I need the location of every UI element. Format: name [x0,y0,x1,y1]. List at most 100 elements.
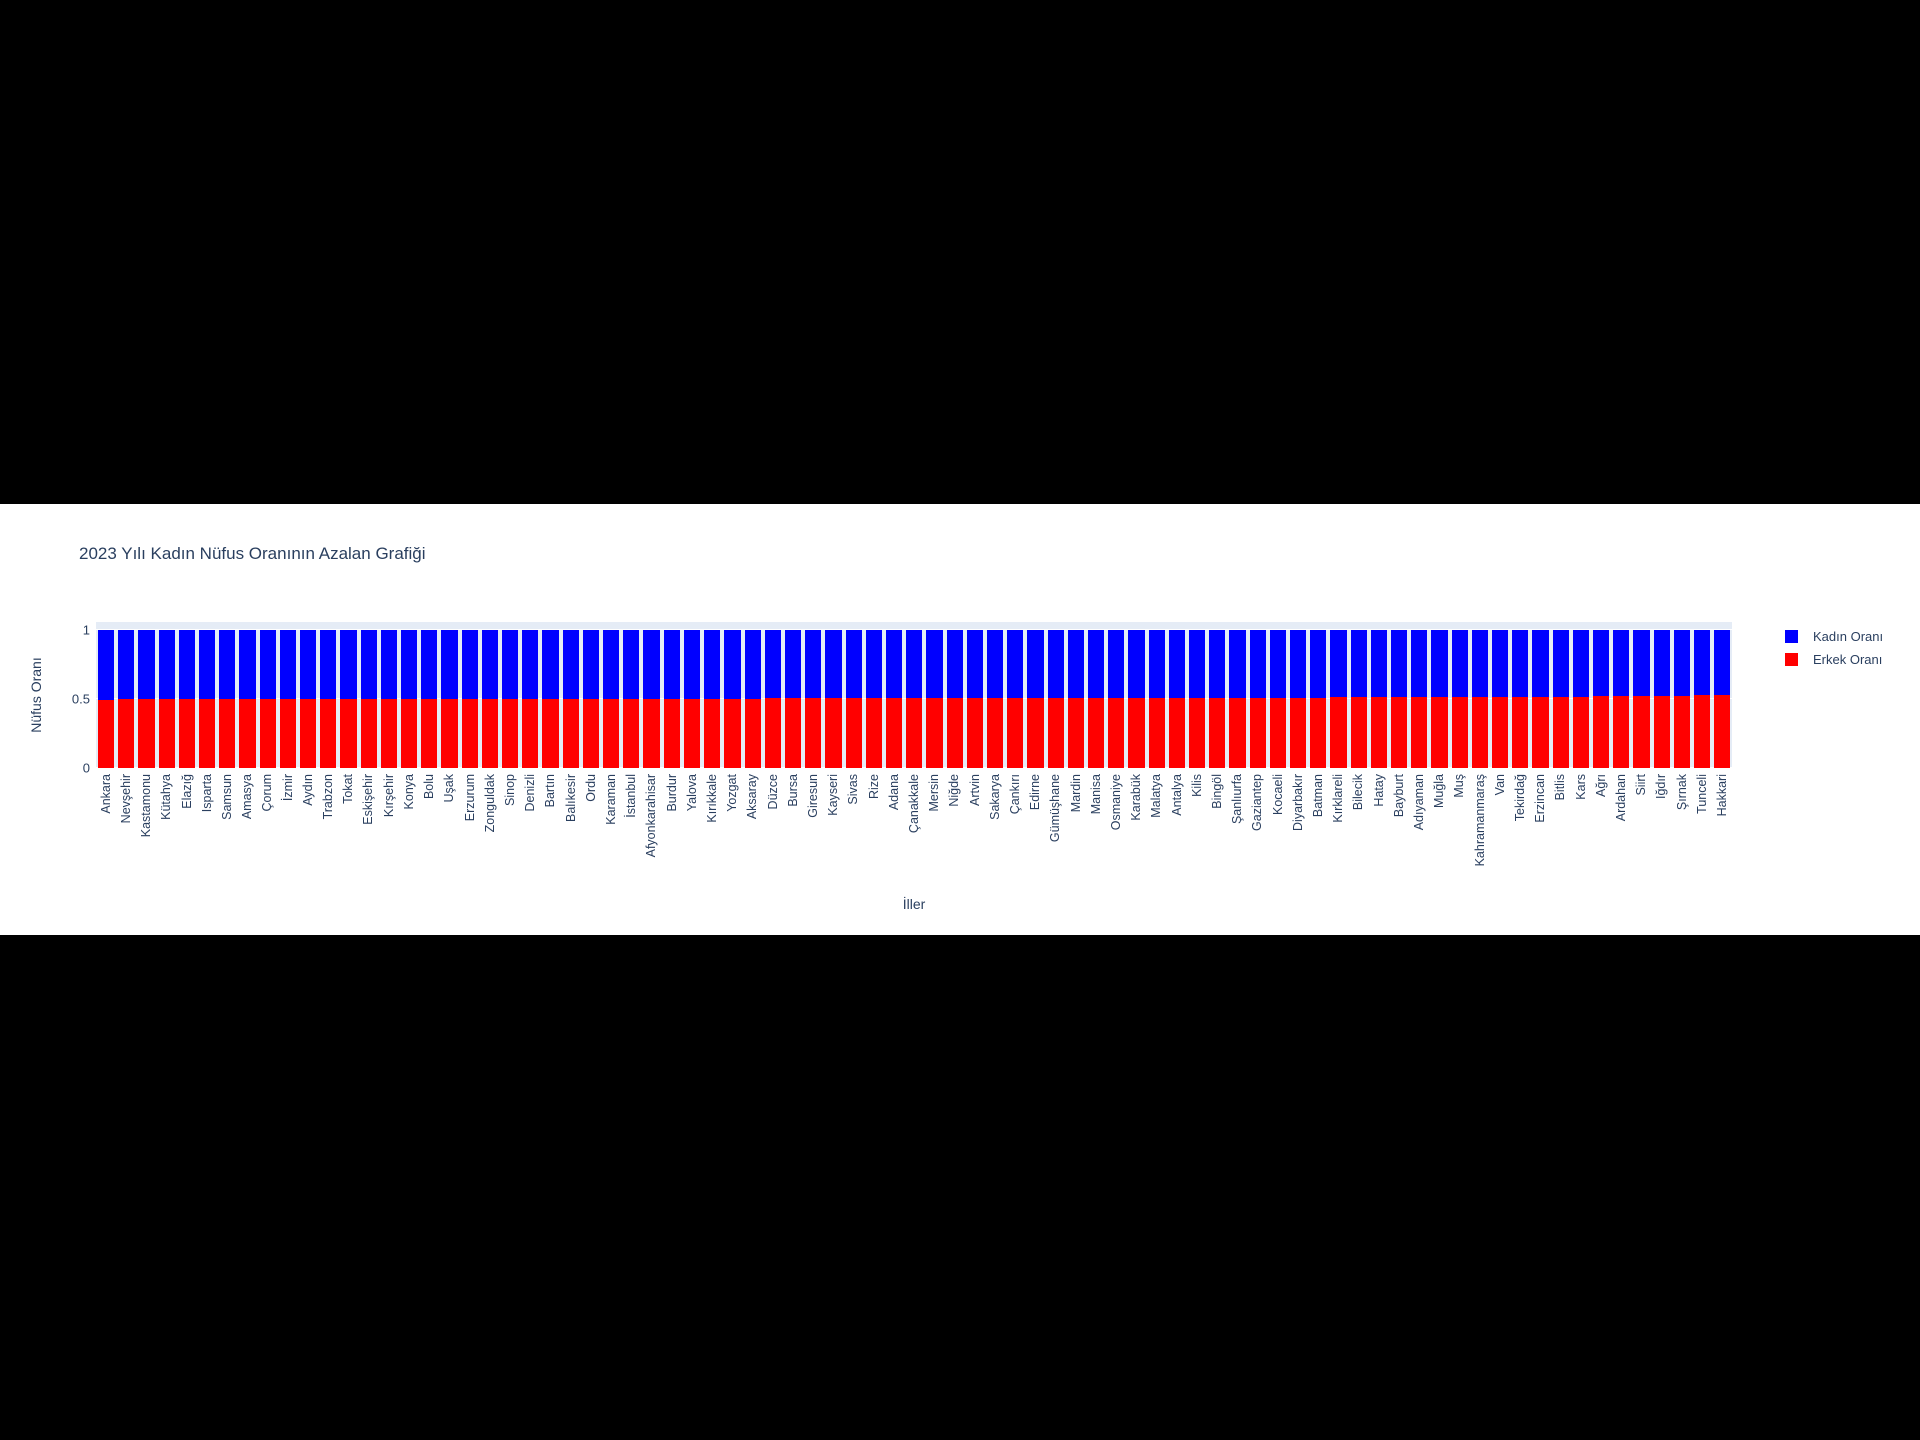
bar-segment-kadin[interactable] [825,630,842,699]
bar-segment-kadin[interactable] [1128,630,1145,698]
bar-segment-kadin[interactable] [784,630,802,699]
bar-0[interactable] [96,630,116,768]
bar-segment-erkek[interactable] [502,698,519,768]
bar-61[interactable] [1328,630,1348,768]
bar-51[interactable] [1126,630,1146,768]
bar-segment-erkek[interactable] [1532,696,1549,768]
bar-segment-erkek[interactable] [481,698,499,768]
bar-segment-kadin[interactable] [845,630,862,699]
bar-25[interactable] [601,630,621,768]
bar-segment-erkek[interactable] [643,698,660,768]
bar-segment-erkek[interactable] [542,698,559,768]
bar-segment-kadin[interactable] [1391,630,1408,698]
bar-72[interactable] [1551,630,1571,768]
bar-19[interactable] [480,630,500,768]
bar-segment-erkek[interactable] [1492,696,1509,768]
bar-segment-erkek[interactable] [1370,697,1387,768]
bar-28[interactable] [662,630,682,768]
bar-segment-erkek[interactable] [663,698,680,768]
bar-segment-erkek[interactable] [764,698,781,768]
bar-segment-kadin[interactable] [1411,630,1428,698]
bar-segment-erkek[interactable] [1128,697,1145,768]
bar-8[interactable] [258,630,278,768]
bar-segment-erkek[interactable] [1694,695,1711,768]
bar-segment-erkek[interactable] [1411,697,1428,768]
bar-segment-erkek[interactable] [865,698,882,768]
bar-segment-kadin[interactable] [744,630,761,699]
bar-segment-kadin[interactable] [98,630,115,700]
bar-segment-erkek[interactable] [320,699,337,768]
bar-segment-kadin[interactable] [1694,630,1711,696]
bar-segment-erkek[interactable] [522,698,539,768]
bar-segment-kadin[interactable] [603,630,620,699]
bar-segment-kadin[interactable] [158,630,175,700]
bar-segment-kadin[interactable] [401,630,418,699]
bar-3[interactable] [157,630,177,768]
bar-segment-erkek[interactable] [784,698,802,768]
bar-segment-kadin[interactable] [118,630,135,700]
bar-74[interactable] [1591,630,1611,768]
bar-23[interactable] [561,630,581,768]
bar-segment-erkek[interactable] [401,698,418,768]
bar-segment-erkek[interactable] [1552,696,1569,768]
bar-10[interactable] [298,630,318,768]
bar-segment-kadin[interactable] [704,630,721,699]
bar-segment-erkek[interactable] [1653,695,1670,768]
bar-segment-kadin[interactable] [1087,630,1105,699]
bar-30[interactable] [702,630,722,768]
bar-segment-erkek[interactable] [340,699,357,768]
bar-50[interactable] [1106,630,1126,768]
bar-segment-erkek[interactable] [1087,698,1105,768]
bar-segment-erkek[interactable] [906,698,923,768]
bar-segment-kadin[interactable] [1714,630,1731,696]
bar-segment-erkek[interactable] [1350,697,1367,768]
bar-segment-erkek[interactable] [259,699,276,768]
bar-segment-kadin[interactable] [259,630,276,700]
bar-segment-erkek[interactable] [441,698,458,768]
bar-segment-kadin[interactable] [1249,630,1266,698]
bar-segment-kadin[interactable] [320,630,337,700]
bar-37[interactable] [844,630,864,768]
bar-segment-kadin[interactable] [1572,630,1590,697]
bar-segment-kadin[interactable] [1108,630,1125,698]
bar-segment-kadin[interactable] [300,630,317,700]
bar-67[interactable] [1450,630,1470,768]
bar-segment-kadin[interactable] [1047,630,1064,699]
bar-34[interactable] [783,630,803,768]
bar-segment-erkek[interactable] [1148,697,1165,768]
bar-segment-erkek[interactable] [1310,697,1327,768]
bar-segment-erkek[interactable] [239,699,256,768]
bar-segment-erkek[interactable] [461,698,478,768]
bar-77[interactable] [1652,630,1672,768]
bar-segment-kadin[interactable] [1209,630,1226,698]
bar-24[interactable] [581,630,601,768]
bar-segment-kadin[interactable] [906,630,923,699]
bar-5[interactable] [197,630,217,768]
bar-segment-kadin[interactable] [239,630,256,700]
bar-segment-kadin[interactable] [1492,630,1509,697]
bar-segment-erkek[interactable] [1209,697,1226,768]
bar-segment-kadin[interactable] [1451,630,1468,698]
bar-49[interactable] [1086,630,1106,768]
bar-4[interactable] [177,630,197,768]
bar-segment-erkek[interactable] [1027,698,1044,768]
legend-item-1[interactable]: Erkek Oranı [1785,652,1883,667]
bar-55[interactable] [1207,630,1227,768]
bar-segment-erkek[interactable] [1289,697,1307,768]
bar-segment-kadin[interactable] [663,630,680,699]
bar-segment-erkek[interactable] [1229,697,1246,768]
bar-segment-kadin[interactable] [1350,630,1367,698]
bar-segment-erkek[interactable] [1613,696,1630,768]
bar-segment-kadin[interactable] [805,630,822,699]
bar-segment-kadin[interactable] [1552,630,1569,697]
bar-segment-kadin[interactable] [643,630,660,699]
bar-segment-erkek[interactable] [1249,697,1266,768]
bar-segment-erkek[interactable] [1714,695,1731,768]
bar-1[interactable] [116,630,136,768]
bar-70[interactable] [1510,630,1530,768]
bar-segment-kadin[interactable] [1431,630,1448,698]
bar-47[interactable] [1046,630,1066,768]
bar-68[interactable] [1470,630,1490,768]
bar-60[interactable] [1308,630,1328,768]
bar-69[interactable] [1490,630,1510,768]
